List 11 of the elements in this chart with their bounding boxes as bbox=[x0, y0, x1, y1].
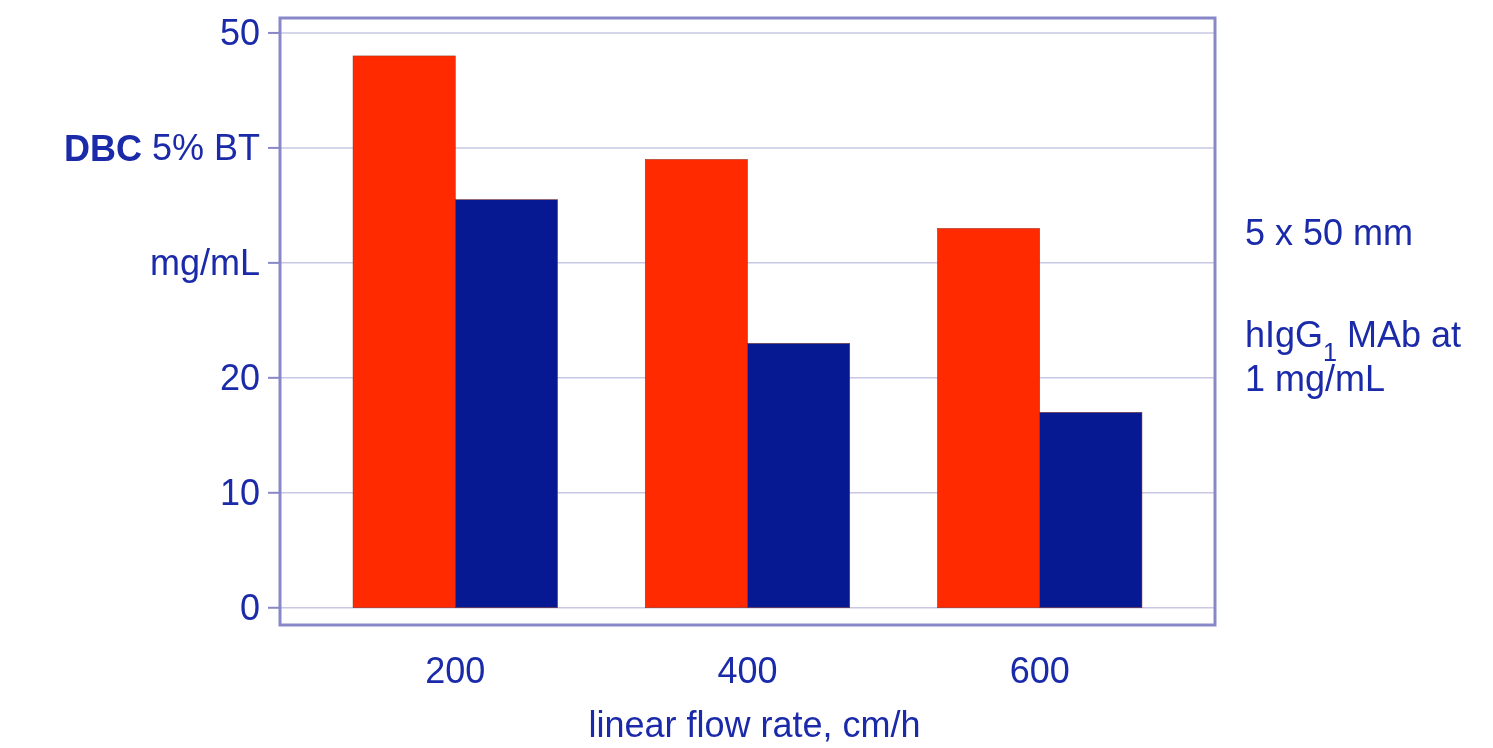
y-tick-label: 20 bbox=[219, 357, 260, 399]
x-tick-label: 400 bbox=[717, 650, 778, 691]
text: DBC 5% BT mg/mL bbox=[63, 127, 260, 284]
y-tick-label: 50 bbox=[219, 12, 260, 54]
text: 5 x 50 mm bbox=[1245, 212, 1414, 253]
y-tick-label: 10 bbox=[219, 472, 260, 514]
x-axis-title: linear flow rate, cm/h bbox=[588, 704, 921, 745]
y-tick-label: 0 bbox=[239, 587, 260, 629]
x-tick-label: 200 bbox=[425, 650, 486, 691]
text: hIgG$_{1}$ MAb at 1 mg/mL bbox=[1245, 314, 1462, 399]
x-tick-label: 600 bbox=[1009, 650, 1070, 691]
